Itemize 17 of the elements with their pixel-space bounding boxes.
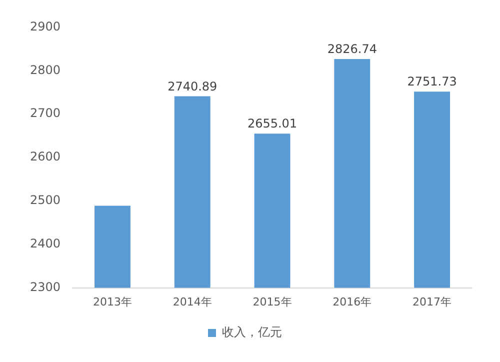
x-tick-label: 2015年 xyxy=(252,295,292,308)
y-tick-label: 2800 xyxy=(30,62,61,77)
y-tick-label: 2300 xyxy=(30,280,61,294)
legend-label: 收入，亿元 xyxy=(222,325,282,340)
x-tick-label: 2014年 xyxy=(172,295,212,308)
x-tick-label: 2016年 xyxy=(332,295,372,308)
text: 2740.89 xyxy=(168,79,218,94)
x-tick-label: 2013年 xyxy=(92,295,132,308)
text: 2655.01 xyxy=(247,116,298,131)
x-tick-label: 2017年 xyxy=(412,295,452,308)
y-tick-label: 2600 xyxy=(30,150,61,164)
text: 2751.73 xyxy=(407,74,457,89)
y-tick-label: 2500 xyxy=(30,193,61,208)
text: 2826.74 xyxy=(327,42,377,56)
y-tick-label: 2700 xyxy=(30,106,61,120)
y-tick-label: 2400 xyxy=(30,236,61,250)
y-tick-label: 2900 xyxy=(30,19,61,34)
